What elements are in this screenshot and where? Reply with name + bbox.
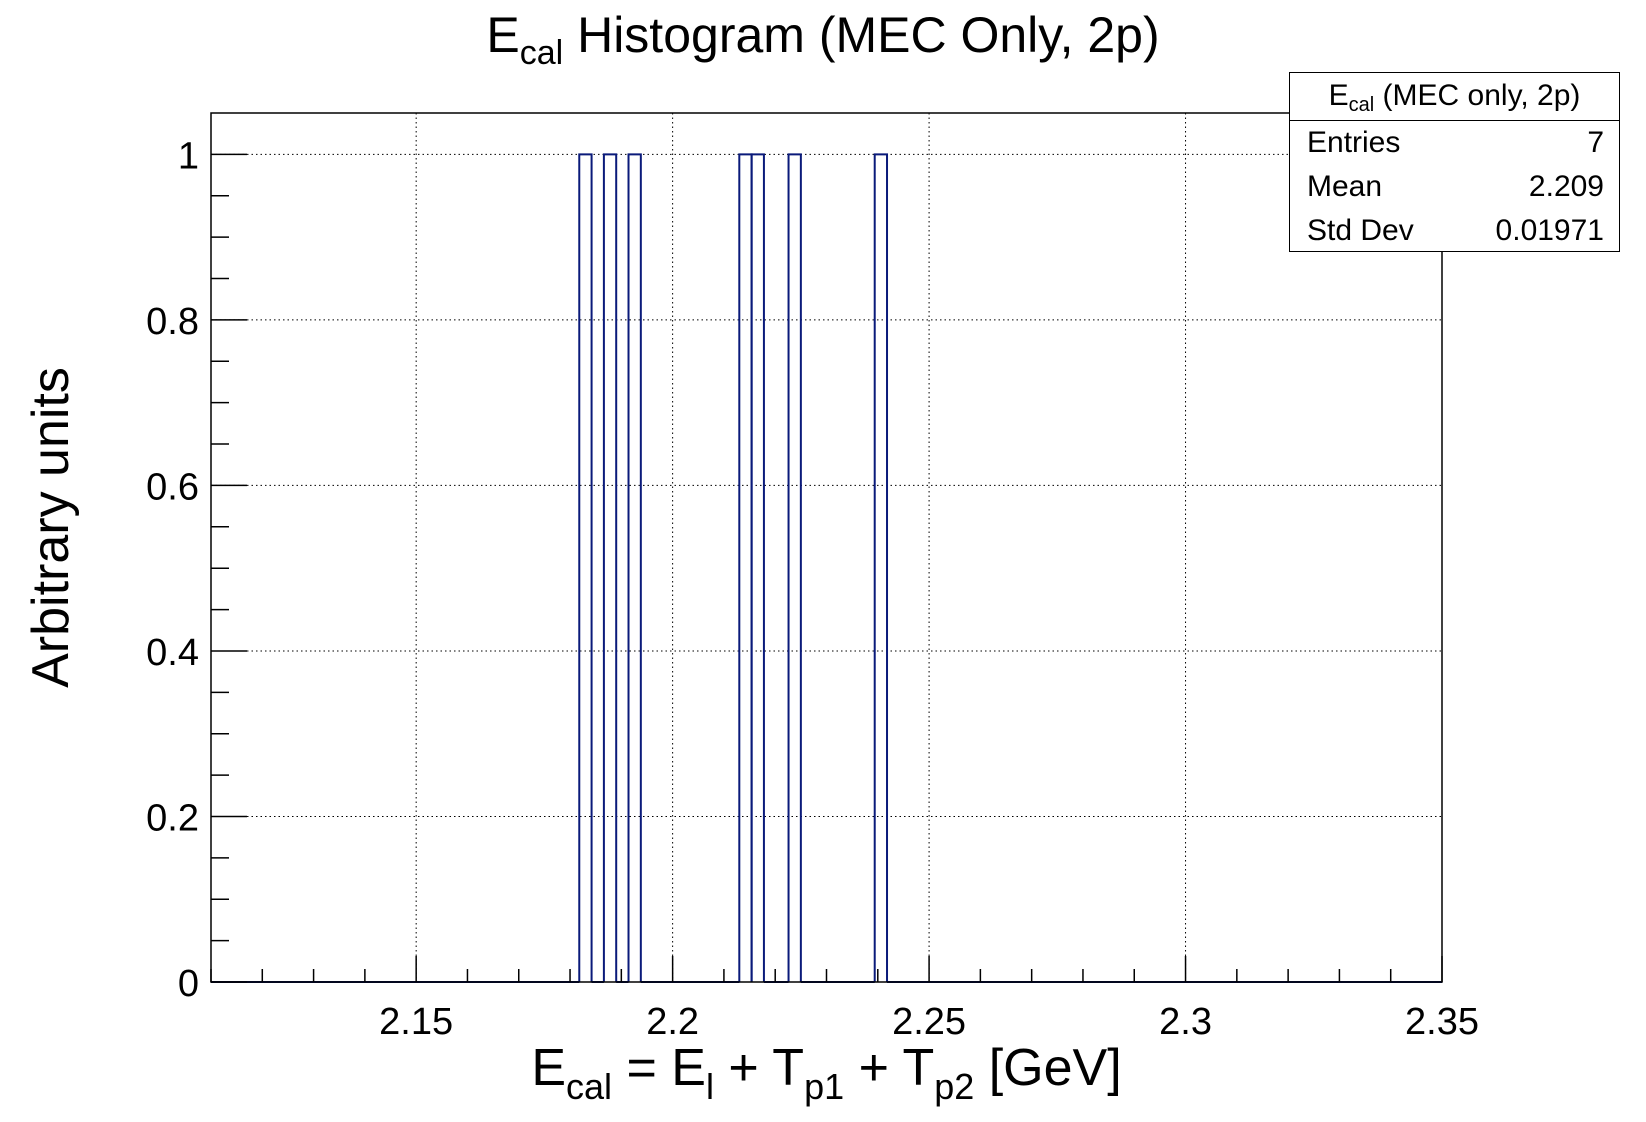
tick-labels: 2.15 2.2 2.25 2.3 2.35 0 0.2 0.4 0.6 0.8 1: [146, 135, 1479, 1043]
stats-stddev-value: 0.01971: [1495, 214, 1604, 247]
histogram-bars: [211, 153, 1442, 983]
stats-stddev-label: Std Dev: [1307, 214, 1414, 247]
x-label-part-1: cal: [566, 1066, 612, 1107]
x-tick-label-3: 2.3: [1159, 1001, 1212, 1043]
histogram-bin-5: [787, 153, 802, 982]
histogram-bin-0: [578, 153, 593, 982]
axis-ticks: [210, 153, 1443, 983]
x-tick-label-1: 2.2: [646, 1001, 699, 1043]
x-tick-label-2: 2.25: [892, 1001, 966, 1043]
chart-title-sub: cal: [520, 34, 563, 72]
grid-lines: [211, 113, 1442, 982]
stats-title-main: E: [1328, 79, 1349, 112]
stats-title-rest: (MEC only, 2p): [1374, 79, 1581, 112]
stats-row-entries: Entries 7: [1290, 121, 1619, 165]
stats-row-mean: Mean 2.209: [1290, 165, 1619, 209]
stats-entries-label: Entries: [1307, 126, 1401, 159]
stats-box: Ecal (MEC only, 2p) Entries 7 Mean 2.209…: [1289, 72, 1620, 252]
x-tick-label-4: 2.35: [1405, 1001, 1479, 1043]
stats-mean-value: 2.209: [1528, 170, 1604, 203]
histogram-bin-2: [627, 153, 642, 982]
chart-title-main: E: [486, 7, 519, 63]
stats-entries-value: 7: [1587, 126, 1604, 159]
x-label-part-4: + T: [714, 1039, 804, 1097]
histogram-bin-6: [873, 153, 889, 982]
y-tick-label-0: 0: [178, 963, 199, 1005]
y-axis-label: Arbitrary units: [22, 367, 80, 688]
histogram-bin-4: [750, 153, 765, 982]
histogram-bin-1: [602, 153, 618, 982]
stats-mean-label: Mean: [1307, 170, 1383, 203]
x-axis-label: Ecal = El + Tp1 + Tp2 [GeV]: [531, 1039, 1121, 1107]
y-tick-label-5: 1: [178, 135, 199, 177]
x-tick-label-0: 2.15: [379, 1001, 453, 1043]
stats-row-stddev: Std Dev 0.01971: [1290, 209, 1619, 253]
x-label-part-6: + T: [844, 1039, 934, 1097]
histogram-bin-3: [738, 153, 753, 982]
x-label-part-8: [GeV]: [974, 1039, 1121, 1097]
x-label-part-7: p2: [934, 1066, 974, 1107]
chart-title: Ecal Histogram (MEC Only, 2p): [486, 7, 1159, 72]
plot-frame: [210, 112, 1443, 983]
y-tick-label-2: 0.4: [146, 632, 199, 674]
x-label-part-5: p1: [804, 1066, 844, 1107]
chart-title-rest: Histogram (MEC Only, 2p): [563, 7, 1159, 63]
y-tick-label-3: 0.6: [146, 466, 199, 508]
y-tick-label-1: 0.2: [146, 797, 199, 839]
y-tick-label-4: 0.8: [146, 301, 199, 343]
x-label-part-2: = E: [612, 1039, 706, 1097]
stats-title-sub: cal: [1348, 94, 1375, 116]
x-label-part-3: l: [706, 1066, 714, 1107]
stats-title: Ecal (MEC only, 2p): [1290, 73, 1619, 121]
x-label-part-0: E: [531, 1039, 566, 1097]
